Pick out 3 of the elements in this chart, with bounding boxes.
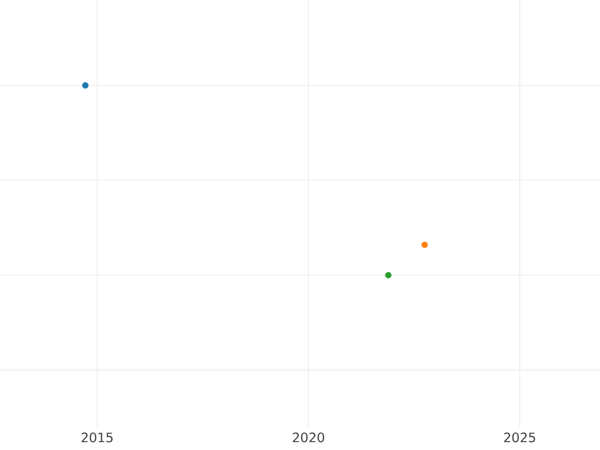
x-tick-label: 2025 <box>504 432 536 442</box>
x-tick-label: 2015 <box>82 432 113 442</box>
x-tick-label: 2020 <box>292 432 324 442</box>
